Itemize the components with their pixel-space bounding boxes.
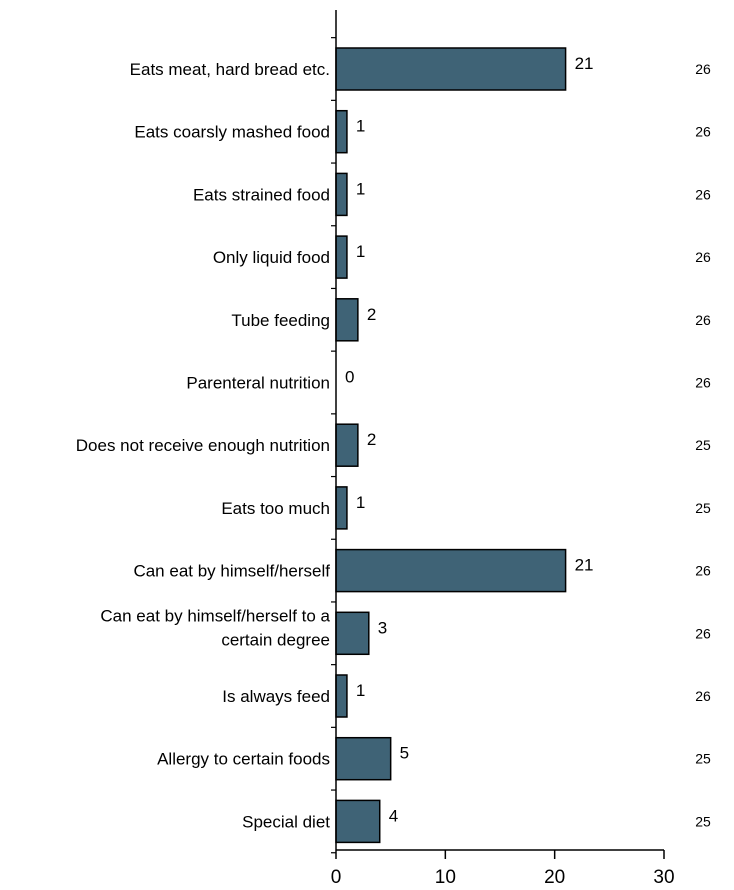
n-count-label: 26	[695, 563, 711, 579]
bars-group	[335, 47, 567, 844]
bar-value-label: 21	[575, 54, 594, 73]
n-count-label: 26	[695, 249, 711, 265]
x-tick-label: 30	[653, 867, 674, 888]
bar-value-label: 4	[389, 806, 398, 825]
bar	[335, 674, 348, 718]
bar-value-label: 21	[575, 556, 594, 575]
n-count-label: 26	[695, 124, 711, 140]
category-label: Tube feeding	[231, 311, 330, 330]
category-label: Parenteral nutrition	[186, 374, 330, 393]
bar-value-label: 2	[367, 430, 376, 449]
bar-value-label: 1	[356, 493, 365, 512]
category-label: Special diet	[242, 812, 330, 831]
category-label: Only liquid food	[213, 248, 330, 267]
n-count-label: 26	[695, 688, 711, 704]
category-label: Can eat by himself/herself to a	[100, 606, 330, 625]
bar-value-label: 1	[356, 681, 365, 700]
n-count-label: 26	[695, 312, 711, 328]
bar	[335, 109, 348, 154]
category-label: Eats coarsly mashed food	[134, 123, 330, 142]
x-tick-label: 0	[331, 867, 342, 888]
bar-value-label: 5	[400, 744, 409, 763]
category-label: Can eat by himself/herself	[133, 562, 330, 581]
n-count-label: 26	[695, 61, 711, 77]
category-label: Eats too much	[221, 499, 330, 518]
bar	[335, 486, 348, 530]
bar	[335, 298, 359, 342]
bar	[335, 235, 348, 279]
bar	[335, 548, 567, 593]
bar	[335, 172, 348, 217]
bar-value-label: 3	[378, 618, 387, 637]
n-count-label: 25	[695, 813, 711, 829]
n-count-label: 26	[695, 186, 711, 202]
category-label: Allergy to certain foods	[157, 750, 330, 769]
bar-value-label: 1	[356, 242, 365, 261]
n-count-label: 26	[695, 375, 711, 391]
bar	[335, 47, 567, 91]
category-label: Eats meat, hard bread etc.	[130, 60, 330, 79]
category-label: Eats strained food	[193, 185, 330, 204]
bar-value-label: 0	[345, 368, 354, 387]
n-count-label: 25	[695, 751, 711, 767]
category-label: Is always feed	[222, 687, 330, 706]
n-count-label: 25	[695, 500, 711, 516]
bar	[335, 736, 392, 781]
x-tick-label: 10	[435, 867, 456, 888]
bar	[335, 799, 381, 844]
bar	[335, 611, 370, 656]
category-label: certain degree	[221, 630, 330, 649]
bar-value-label: 1	[356, 179, 365, 198]
category-label: Does not receive enough nutrition	[76, 436, 330, 455]
x-tick-label: 20	[544, 867, 565, 888]
axes-group	[331, 10, 665, 859]
bar-value-label: 1	[356, 117, 365, 136]
n-count-label: 26	[695, 625, 711, 641]
n-count-label: 25	[695, 437, 711, 453]
bar	[335, 423, 359, 467]
bar-value-label: 2	[367, 305, 376, 324]
